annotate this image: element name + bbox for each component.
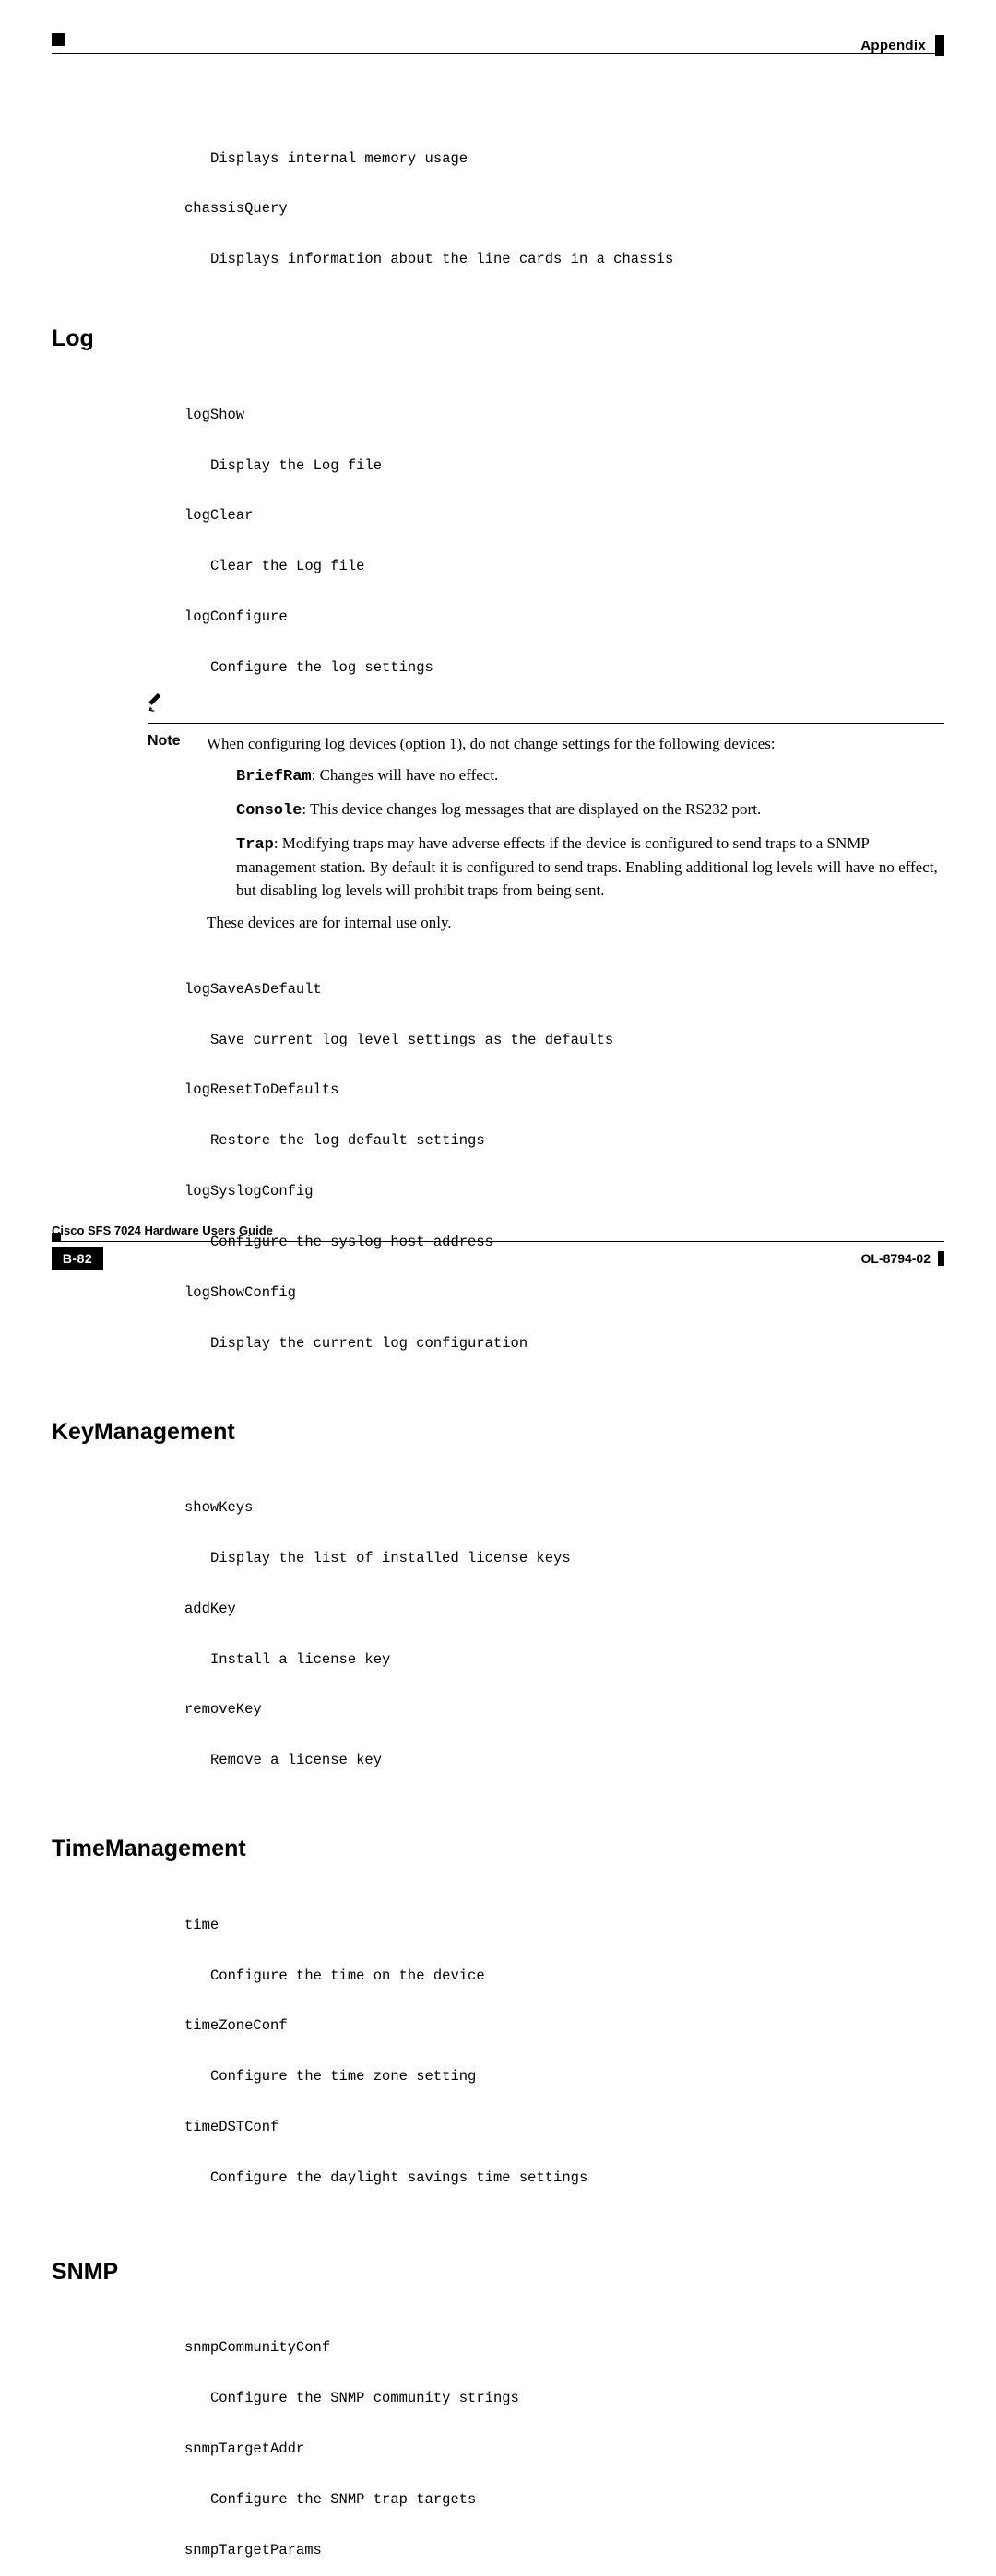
- key-cmd-block: showKeys Display the list of installed l…: [184, 1466, 944, 1803]
- cmd-desc: Display the Log file: [184, 457, 944, 474]
- cmd: snmpTargetParams: [184, 2542, 944, 2558]
- note-label: Note: [148, 733, 190, 750]
- cmd: snmpTargetAddr: [184, 2440, 944, 2457]
- note-intro: When configuring log devices (option 1),…: [207, 735, 776, 752]
- section-heading-keymanagement: KeyManagement: [52, 1419, 944, 1446]
- cmd-desc: Displays information about the line card…: [184, 251, 944, 267]
- footer-rule: [52, 1241, 944, 1242]
- cmd-desc: Save current log level settings as the d…: [184, 1032, 944, 1048]
- note-rule: [148, 723, 944, 724]
- cmd: logShow: [184, 407, 944, 423]
- cmd-desc: Configure the time zone setting: [184, 2068, 944, 2085]
- note-block: Note When configuring log devices (optio…: [148, 723, 944, 943]
- cmd: addKey: [184, 1601, 944, 1617]
- note-text: : This device changes log messages that …: [302, 800, 761, 818]
- preamble-block: Displays internal memory usage chassisQu…: [184, 116, 944, 301]
- log-cmd-block-2: logSaveAsDefault Save current log level …: [184, 947, 944, 1385]
- footer-doc-id: OL-8794-02: [861, 1251, 931, 1266]
- footer: Cisco SFS 7024 Hardware Users Guide B-82…: [52, 1223, 944, 1270]
- note-bold-briefram: BriefRam: [236, 768, 312, 786]
- cmd-desc: Display the current log configuration: [184, 1335, 944, 1352]
- header-left-square: [52, 33, 65, 46]
- footer-left-square: [52, 1233, 61, 1242]
- cmd: timeZoneConf: [184, 2017, 944, 2034]
- cmd-desc: Configure the daylight savings time sett…: [184, 2169, 944, 2186]
- footer-title: Cisco SFS 7024 Hardware Users Guide: [52, 1223, 273, 1237]
- header-section-label: Appendix: [860, 38, 926, 53]
- cmd: showKeys: [184, 1499, 944, 1516]
- cmd-desc: Install a license key: [184, 1651, 944, 1668]
- cmd-desc: Configure the log settings: [184, 659, 944, 676]
- cmd: time: [184, 1917, 944, 1933]
- cmd: logSyslogConfig: [184, 1183, 944, 1199]
- note-body: When configuring log devices (option 1),…: [207, 733, 944, 943]
- note-text: : Changes will have no effect.: [312, 766, 499, 784]
- page-number-badge: B-82: [52, 1247, 103, 1270]
- cmd: logClear: [184, 507, 944, 524]
- snmp-cmd-block: snmpCommunityConf Configure the SNMP com…: [184, 2306, 944, 2576]
- cmd: chassisQuery: [184, 200, 944, 217]
- footer-right-box: [938, 1251, 944, 1266]
- cmd: snmpCommunityConf: [184, 2339, 944, 2356]
- cmd-desc: Remove a license key: [184, 1752, 944, 1768]
- note-closing: These devices are for internal use only.: [207, 914, 452, 931]
- cmd-desc: Clear the Log file: [184, 558, 944, 574]
- page: Appendix Displays internal memory usage …: [0, 0, 996, 1288]
- log-cmd-block-1: logShow Display the Log file logClear Cl…: [184, 372, 944, 710]
- pencil-icon: [148, 691, 168, 712]
- cmd: logShowConfig: [184, 1284, 944, 1301]
- cmd-desc: Configure the SNMP trap targets: [184, 2491, 944, 2508]
- cmd-desc: Display the list of installed license ke…: [184, 1550, 944, 1566]
- cmd-desc: Restore the log default settings: [184, 1132, 944, 1149]
- cmd-desc: Configure the time on the device: [184, 1967, 944, 1984]
- header-rule: [52, 53, 944, 54]
- cmd: logConfigure: [184, 609, 944, 625]
- section-heading-timemanagement: TimeManagement: [52, 1836, 944, 1862]
- cmd-desc: Displays internal memory usage: [184, 150, 944, 167]
- section-heading-log: Log: [52, 325, 944, 352]
- footer-doc-id-row: OL-8794-02: [861, 1251, 944, 1266]
- cmd-desc: Configure the SNMP community strings: [184, 2390, 944, 2406]
- content: Displays internal memory usage chassisQu…: [52, 116, 944, 2576]
- cmd: logResetToDefaults: [184, 1081, 944, 1098]
- cmd: timeDSTConf: [184, 2119, 944, 2135]
- cmd: removeKey: [184, 1701, 944, 1718]
- cmd: logSaveAsDefault: [184, 981, 944, 998]
- time-cmd-block: time Configure the time on the device ti…: [184, 1883, 944, 2220]
- note-text: : Modifying traps may have adverse effec…: [236, 834, 938, 899]
- note-bold-trap: Trap: [236, 836, 274, 854]
- section-heading-snmp: SNMP: [52, 2259, 944, 2286]
- note-bold-console: Console: [236, 802, 302, 820]
